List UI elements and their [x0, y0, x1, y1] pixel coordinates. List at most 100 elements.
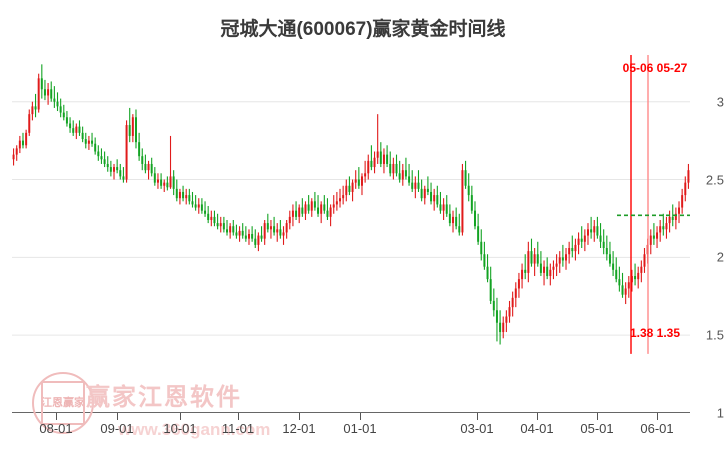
candle	[301, 198, 304, 217]
candle	[495, 297, 498, 342]
candle	[461, 163, 464, 236]
candle	[15, 145, 18, 161]
candle	[191, 191, 194, 208]
candle	[354, 170, 357, 189]
candle	[398, 160, 401, 183]
candle	[571, 235, 574, 258]
candle	[282, 226, 285, 245]
candle	[508, 300, 511, 323]
candle	[634, 263, 637, 286]
candle	[656, 226, 659, 249]
candle	[640, 260, 643, 283]
plot-area	[12, 55, 690, 413]
candle	[273, 216, 276, 236]
candle	[103, 151, 106, 168]
candle	[637, 266, 640, 289]
candle	[75, 123, 78, 140]
candle	[552, 260, 555, 280]
x-axis-tick	[117, 413, 118, 420]
candle	[678, 201, 681, 224]
candle	[411, 170, 414, 192]
candle	[69, 117, 72, 133]
candle	[200, 198, 203, 214]
candle	[197, 198, 200, 214]
candle	[360, 173, 363, 196]
candle	[235, 224, 238, 239]
candle	[568, 241, 571, 264]
candle	[539, 251, 542, 277]
candle	[386, 145, 389, 168]
candle	[455, 207, 458, 230]
x-axis-tick-label: 03-01	[460, 421, 494, 436]
candle	[156, 173, 159, 189]
candle	[624, 282, 627, 305]
candle	[423, 185, 426, 205]
candle	[62, 104, 65, 121]
candle	[342, 185, 345, 205]
candle	[144, 154, 147, 174]
candle	[618, 266, 621, 292]
candle	[536, 241, 539, 267]
candle	[376, 114, 379, 164]
candle	[182, 185, 185, 202]
candle	[467, 173, 470, 202]
candle	[100, 148, 103, 164]
candle	[226, 219, 229, 236]
candle	[514, 282, 517, 308]
candle	[122, 167, 125, 183]
candle	[59, 98, 62, 118]
candle	[335, 191, 338, 211]
y-axis-tick-label: 2	[716, 249, 724, 265]
candle	[373, 151, 376, 174]
candle	[643, 248, 646, 273]
candle	[50, 81, 53, 102]
candle	[37, 73, 40, 113]
candle	[580, 226, 583, 249]
candle	[43, 79, 46, 101]
candle	[172, 170, 175, 196]
x-axis-tick-label: 08-01	[39, 421, 73, 436]
candle	[34, 93, 37, 118]
candle	[527, 241, 530, 283]
candle	[219, 216, 222, 233]
candle	[40, 64, 43, 99]
y-axis-tick-label: 3	[716, 94, 724, 110]
marker-bottom-label: 1.38 1.35	[629, 326, 681, 340]
candle	[652, 223, 655, 245]
candle	[452, 210, 455, 233]
candle	[116, 159, 119, 174]
candle	[138, 132, 141, 161]
candle	[417, 170, 420, 192]
candle	[169, 135, 172, 189]
candle	[257, 232, 260, 252]
x-axis-tick-label: 01-01	[343, 421, 377, 436]
candle	[577, 232, 580, 255]
candle	[260, 226, 263, 242]
candle	[210, 210, 213, 227]
candle	[408, 163, 411, 186]
candle	[141, 148, 144, 171]
candle	[565, 248, 568, 270]
candle	[389, 151, 392, 177]
x-axis-tick	[299, 413, 300, 420]
candle	[204, 201, 207, 217]
candle	[31, 101, 34, 121]
candle	[307, 195, 310, 214]
candle	[266, 213, 269, 233]
candle	[621, 272, 624, 298]
candle	[12, 148, 15, 166]
candle	[630, 269, 633, 292]
candle	[627, 276, 630, 298]
candle	[339, 188, 342, 208]
x-axis-tick	[597, 413, 598, 420]
candle	[599, 223, 602, 249]
candle	[269, 219, 272, 239]
candle	[113, 163, 116, 180]
x-axis-tick-label: 06-01	[640, 421, 674, 436]
y-axis-tick-label: 2.5	[705, 172, 724, 188]
x-axis-tick-label: 12-01	[282, 421, 316, 436]
x-axis-tick	[537, 413, 538, 420]
candle	[473, 201, 476, 230]
candle	[298, 204, 301, 224]
candle	[131, 114, 134, 143]
